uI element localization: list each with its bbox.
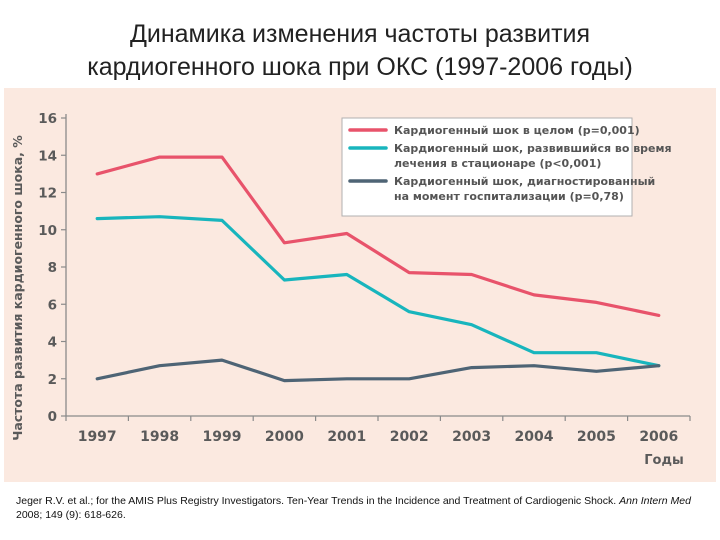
x-tick-label: 1999 <box>203 429 242 445</box>
x-tick-label: 2003 <box>452 429 491 445</box>
y-tick-label: 2 <box>48 372 57 388</box>
x-axis-label: Годы <box>644 453 683 468</box>
citation-authors: Jeger R.V. et al.; for the AMIS Plus Reg… <box>16 495 617 507</box>
x-tick-label: 2000 <box>265 429 304 445</box>
x-tick-label: 1997 <box>78 429 117 445</box>
axes: 0 2 4 6 8 10 12 14 16 1997 1998 1999 2000 2001 2002 200… <box>38 111 691 445</box>
legend-label-3-1: Кардиогенный шок, диагностированный <box>394 175 655 188</box>
citation: Jeger R.V. et al.; for the AMIS Plus Reg… <box>16 494 706 522</box>
line-chart: 0 2 4 6 8 10 12 14 16 1997 1998 1999 2000 2001 2002 200… <box>10 111 691 468</box>
x-tick-label: 2006 <box>639 429 678 445</box>
legend-label-3-2: на момент госпитализации (p=0,78) <box>394 190 624 203</box>
citation-details: 2008; 149 (9): 618-626. <box>16 509 126 521</box>
series-line-1 <box>95 155 661 317</box>
legend-label-2-2: лечения в стационаре (p<0,001) <box>394 157 601 170</box>
legend-label-2-1: Кардиогенный шок, развившийся во время <box>394 142 672 155</box>
y-axis-label: Частота развития кардиогенного шока, % <box>10 135 25 441</box>
slide-title-line-2: кардиогенного шока при ОКС (1997-2006 го… <box>87 53 633 81</box>
x-tick-label: 2004 <box>515 429 554 445</box>
y-tick-label: 0 <box>48 409 57 425</box>
x-tick-label: 2005 <box>577 429 616 445</box>
x-tick-label: 1998 <box>140 429 179 445</box>
legend: Кардиогенный шок в целом (p=0,001) Кардио… <box>341 117 672 217</box>
x-tick-label: 2001 <box>327 429 366 445</box>
chart-panel: 0 2 4 6 8 10 12 14 16 1997 1998 1999 2000 2001 2002 200… <box>4 88 716 482</box>
legend-box <box>341 117 633 217</box>
series-line-3 <box>95 358 661 383</box>
citation-journal: Ann Intern Med <box>619 495 691 507</box>
series-line-2 <box>95 215 661 368</box>
y-tick-label: 12 <box>38 186 57 202</box>
y-tick-label: 6 <box>48 297 57 313</box>
y-tick-label: 16 <box>38 111 57 127</box>
y-tick-label: 8 <box>48 260 57 276</box>
y-tick-label: 4 <box>48 335 57 351</box>
legend-label-1-1: Кардиогенный шок в целом (p=0,001) <box>394 124 640 137</box>
x-tick-label: 2002 <box>390 429 429 445</box>
y-tick-label: 14 <box>38 148 57 164</box>
y-tick-label: 10 <box>38 223 57 239</box>
slide-title: Динамика изменения частоты развития кард… <box>0 18 720 84</box>
slide-title-line-1: Динамика изменения частоты развития <box>129 20 591 48</box>
series-lines <box>95 155 661 383</box>
